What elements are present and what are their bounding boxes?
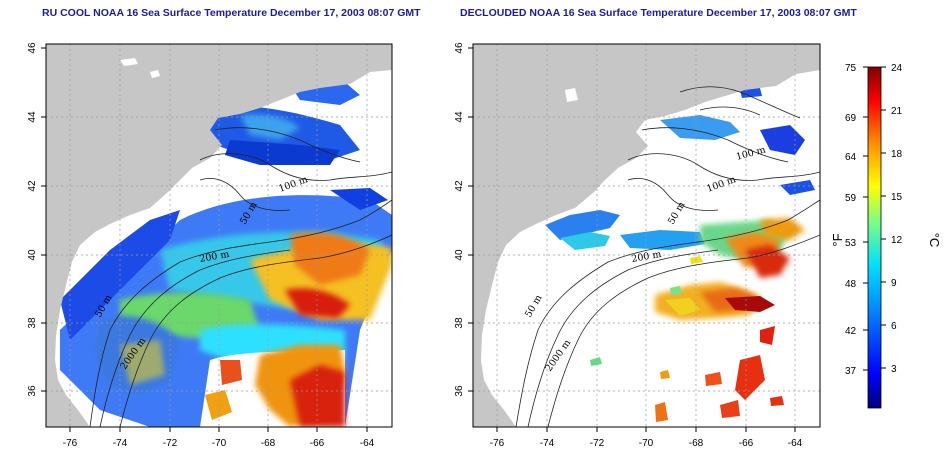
x-tick-label: -70 <box>639 438 654 449</box>
panel-2-gridlines <box>473 44 820 427</box>
y-tick-label: 38 <box>454 317 465 329</box>
y-tick-label: 40 <box>27 249 38 261</box>
celsius-tick-label: 24 <box>891 63 903 74</box>
colorbar-celsius-ticks: 24 21 18 15 12 9 6 3 <box>891 63 903 375</box>
fahrenheit-tick-label: 69 <box>845 113 857 124</box>
panel-1-contour-label: 200 m <box>199 249 231 265</box>
panel-1-bathymetry <box>89 127 392 427</box>
panel-2-sst-field <box>545 88 815 422</box>
celsius-tick-label: 15 <box>891 192 903 203</box>
fahrenheit-tick-label: 48 <box>845 279 857 290</box>
panel-2-tick-marks <box>468 47 796 432</box>
celsius-tick-label: 9 <box>891 278 897 289</box>
panel-1-tick-marks <box>41 47 368 432</box>
fahrenheit-tick-label: 42 <box>845 326 857 337</box>
celsius-tick-label: 6 <box>891 321 897 332</box>
panel-2-map: 100 m 100 m 50 m 200 m 50 m 2000 m -76 -… <box>454 42 821 449</box>
y-tick-label: 36 <box>27 385 38 397</box>
colorbar-fahrenheit-ticks: 75 69 64 59 53 48 42 37 <box>845 63 857 377</box>
celsius-tick-label: 12 <box>891 235 903 246</box>
x-tick-label: -76 <box>63 438 78 449</box>
panel-2-title: DECLOUDED NOAA 16 Sea Surface Temperatur… <box>460 7 857 19</box>
fahrenheit-unit-label: °F <box>830 233 845 246</box>
fahrenheit-tick-label: 37 <box>845 366 857 377</box>
y-tick-label: 46 <box>27 42 38 54</box>
x-tick-label: -64 <box>360 438 375 449</box>
x-tick-label: -74 <box>113 438 128 449</box>
fahrenheit-tick-label: 59 <box>845 193 857 204</box>
x-tick-label: -72 <box>590 438 605 449</box>
celsius-unit-label: °C <box>927 233 942 248</box>
colorbar-ramp <box>867 66 882 409</box>
panel-2-land <box>473 44 820 427</box>
colorbar: 75 69 64 59 53 48 42 37 24 21 18 15 12 9… <box>830 63 942 409</box>
panel-2-bathymetry <box>515 86 820 427</box>
panel-1-land <box>46 44 392 427</box>
panel-1-x-ticks: -76 -74 -72 -70 -68 -66 -64 <box>63 438 375 449</box>
y-tick-label: 44 <box>27 111 38 123</box>
x-tick-label: -68 <box>689 438 704 449</box>
panel-1-y-ticks: 36 38 40 42 44 46 <box>27 42 38 397</box>
x-tick-label: -66 <box>310 438 325 449</box>
panel-1-gridlines <box>46 44 392 427</box>
y-tick-label: 38 <box>27 317 38 329</box>
panel-1-title: RU COOL NOAA 16 Sea Surface Temperature … <box>42 7 421 19</box>
y-tick-label: 42 <box>454 180 465 192</box>
celsius-tick-label: 3 <box>891 364 897 375</box>
x-tick-label: -74 <box>540 438 555 449</box>
panel-2-x-ticks: -76 -74 -72 -70 -68 -66 -64 <box>490 438 803 449</box>
panel-1-map: 100 m 50 m 200 m 50 m 2000 m -76 -74 -72… <box>27 42 393 449</box>
celsius-tick-label: 18 <box>891 149 903 160</box>
x-tick-label: -68 <box>261 438 276 449</box>
y-tick-label: 36 <box>454 385 465 397</box>
fahrenheit-tick-label: 75 <box>845 63 857 74</box>
y-tick-label: 44 <box>454 111 465 123</box>
colorbar-tick-marks <box>863 66 886 371</box>
y-tick-label: 42 <box>27 180 38 192</box>
panel-2-contour-label: 200 m <box>631 249 663 265</box>
x-tick-label: -66 <box>739 438 754 449</box>
x-tick-label: -76 <box>490 438 505 449</box>
x-tick-label: -64 <box>788 438 803 449</box>
panel-2-y-ticks: 36 38 40 42 44 46 <box>454 42 465 397</box>
fahrenheit-tick-label: 64 <box>845 152 857 163</box>
fahrenheit-tick-label: 53 <box>845 238 857 249</box>
x-tick-label: -70 <box>212 438 227 449</box>
celsius-tick-label: 21 <box>891 106 903 117</box>
y-tick-label: 40 <box>454 249 465 261</box>
y-tick-label: 46 <box>454 42 465 54</box>
x-tick-label: -72 <box>163 438 178 449</box>
